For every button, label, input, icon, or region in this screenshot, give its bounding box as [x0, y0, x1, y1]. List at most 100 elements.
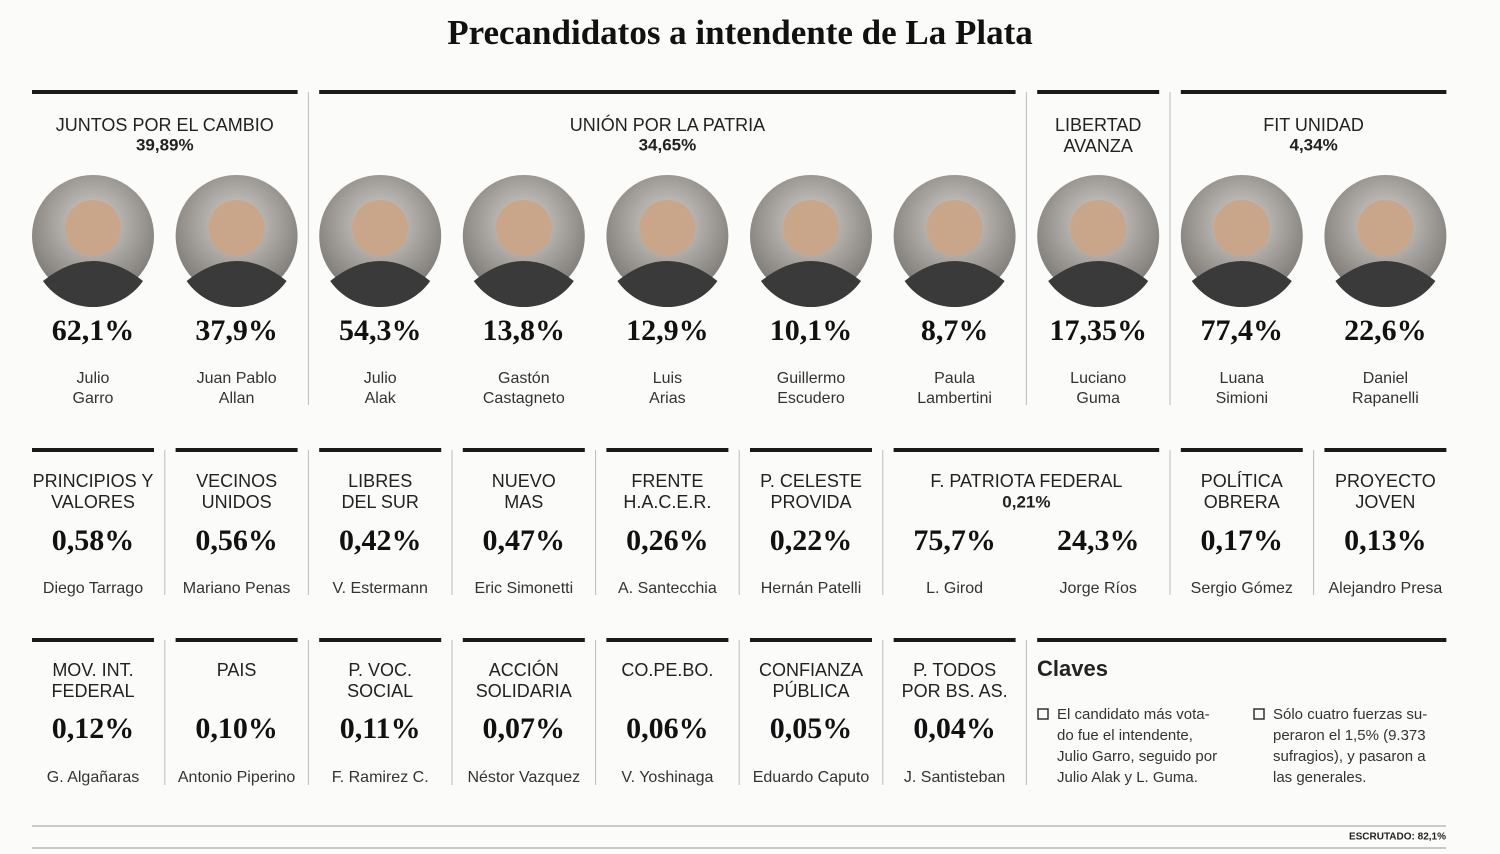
candidate-name: Guma [1076, 390, 1120, 407]
party-name: JUNTOS POR EL CAMBIO [56, 115, 274, 135]
candidate-percent: 0,13% [1344, 524, 1427, 557]
party-name: FRENTE [631, 471, 703, 491]
candidate-percent: 24,3% [1057, 524, 1140, 557]
group-bar [750, 448, 872, 452]
candidate-percent: 0,10% [195, 712, 278, 745]
claves-text: peraron el 1,5% (9.373 [1273, 727, 1426, 744]
photo-body [1048, 261, 1149, 308]
party-name: PÚBLICA [772, 680, 849, 701]
bullet [1037, 708, 1049, 720]
candidate-name: Eric Simonetti [474, 580, 573, 597]
party-name: CONFIANZA [759, 660, 863, 680]
candidate-percent: 0,11% [340, 712, 421, 745]
bullet [1253, 708, 1265, 720]
party-name: CO.PE.BO. [621, 660, 713, 680]
candidate-percent: 0,05% [770, 712, 853, 745]
party-name: SOLIDARIA [476, 681, 572, 701]
candidate-name: Alak [365, 390, 397, 407]
party-percent: 4,34% [1289, 135, 1337, 154]
candidate-name: Julio [364, 370, 397, 387]
candidate-percent: 12,9% [626, 314, 709, 347]
group-bar [32, 90, 298, 94]
party-percent: 34,65% [639, 135, 697, 154]
candidate-name: Gastón [498, 370, 550, 387]
candidate-name: Garro [73, 390, 114, 407]
group-bar [175, 638, 298, 642]
party-name: PRINCIPIOS Y [33, 471, 154, 491]
title: Precandidatos a intendente de La Plata [447, 13, 1033, 52]
group-bar [1037, 90, 1160, 94]
candidate-name: Sergio Gómez [1191, 580, 1293, 597]
party-name: PROVIDA [770, 492, 851, 512]
party-name: POLÍTICA [1201, 471, 1283, 491]
group-bar [32, 638, 154, 642]
group-bar [319, 90, 1016, 94]
candidate-percent: 0,22% [770, 524, 853, 557]
party-name: P. TODOS [913, 660, 996, 680]
candidate-name: Allan [219, 390, 255, 407]
group-bar [606, 638, 729, 642]
party-percent: 0,21% [1002, 492, 1050, 511]
photo-head [783, 200, 839, 256]
group-bar [1324, 448, 1447, 452]
photo-head [1213, 200, 1270, 256]
claves-text: Julio Alak y L. Guma. [1057, 769, 1198, 786]
candidate-percent: 37,9% [195, 314, 278, 347]
group-bar [1180, 448, 1303, 452]
group-bar [319, 638, 442, 642]
candidate-percent: 62,1% [52, 314, 135, 347]
candidate-name: Daniel [1363, 370, 1408, 387]
candidate-name: Alejandro Presa [1328, 580, 1442, 597]
group-bar [606, 448, 729, 452]
candidate-name: Juan Pablo [197, 370, 277, 387]
party-name: DEL SUR [342, 492, 419, 512]
group-bar [893, 448, 1160, 452]
party-name: AVANZA [1064, 136, 1133, 156]
candidate-percent: 0,56% [195, 524, 278, 557]
photo-head [65, 200, 121, 256]
candidate-name: Simioni [1216, 390, 1268, 407]
claves-text: las generales. [1273, 769, 1366, 786]
candidate-name: Luis [653, 370, 682, 387]
party-name: VALORES [51, 492, 135, 512]
photo-body [43, 261, 143, 308]
party-name: OBRERA [1204, 492, 1280, 512]
candidate-name: Hernán Patelli [761, 580, 862, 597]
candidate-percent: 75,7% [913, 524, 996, 557]
photo-body [330, 261, 431, 308]
photo-body [904, 261, 1005, 308]
candidate-name: Guillermo [777, 370, 846, 387]
candidate-name: Diego Tarrago [43, 580, 143, 597]
candidate-name: Castagneto [483, 390, 565, 407]
candidate-percent: 77,4% [1201, 314, 1284, 347]
party-name: P. VOC. [348, 660, 412, 680]
candidate-name: Mariano Penas [183, 580, 291, 597]
party-name: POR BS. AS. [902, 681, 1008, 701]
party-name: H.A.C.E.R. [623, 492, 711, 512]
party-name: SOCIAL [347, 681, 413, 701]
group-bar [750, 638, 872, 642]
candidate-percent: 0,58% [52, 524, 135, 557]
candidate-name: Luciano [1070, 370, 1126, 387]
group-bar [893, 638, 1016, 642]
candidate-percent: 0,12% [52, 712, 135, 745]
group-bar [32, 448, 154, 452]
candidate-percent: 0,42% [339, 524, 422, 557]
party-name: LIBERTAD [1055, 115, 1141, 135]
candidate-name: Lambertini [917, 390, 992, 407]
candidate-name: Paula [934, 370, 975, 387]
party-name: MAS [504, 492, 543, 512]
party-name: UNIÓN POR LA PATRIA [570, 114, 765, 135]
party-name: FIT UNIDAD [1263, 115, 1364, 135]
claves-text: do fue el intendente, [1057, 727, 1193, 744]
party-name: PAIS [217, 660, 257, 680]
candidate-name: L. Girod [926, 580, 983, 597]
party-name: NUEVO [492, 471, 556, 491]
party-name: LIBRES [348, 471, 412, 491]
photo-head [1357, 200, 1414, 256]
candidate-name: Escudero [777, 390, 845, 407]
candidate-percent: 8,7% [921, 314, 989, 347]
party-name: FEDERAL [51, 681, 134, 701]
party-percent: 39,89% [136, 135, 194, 154]
